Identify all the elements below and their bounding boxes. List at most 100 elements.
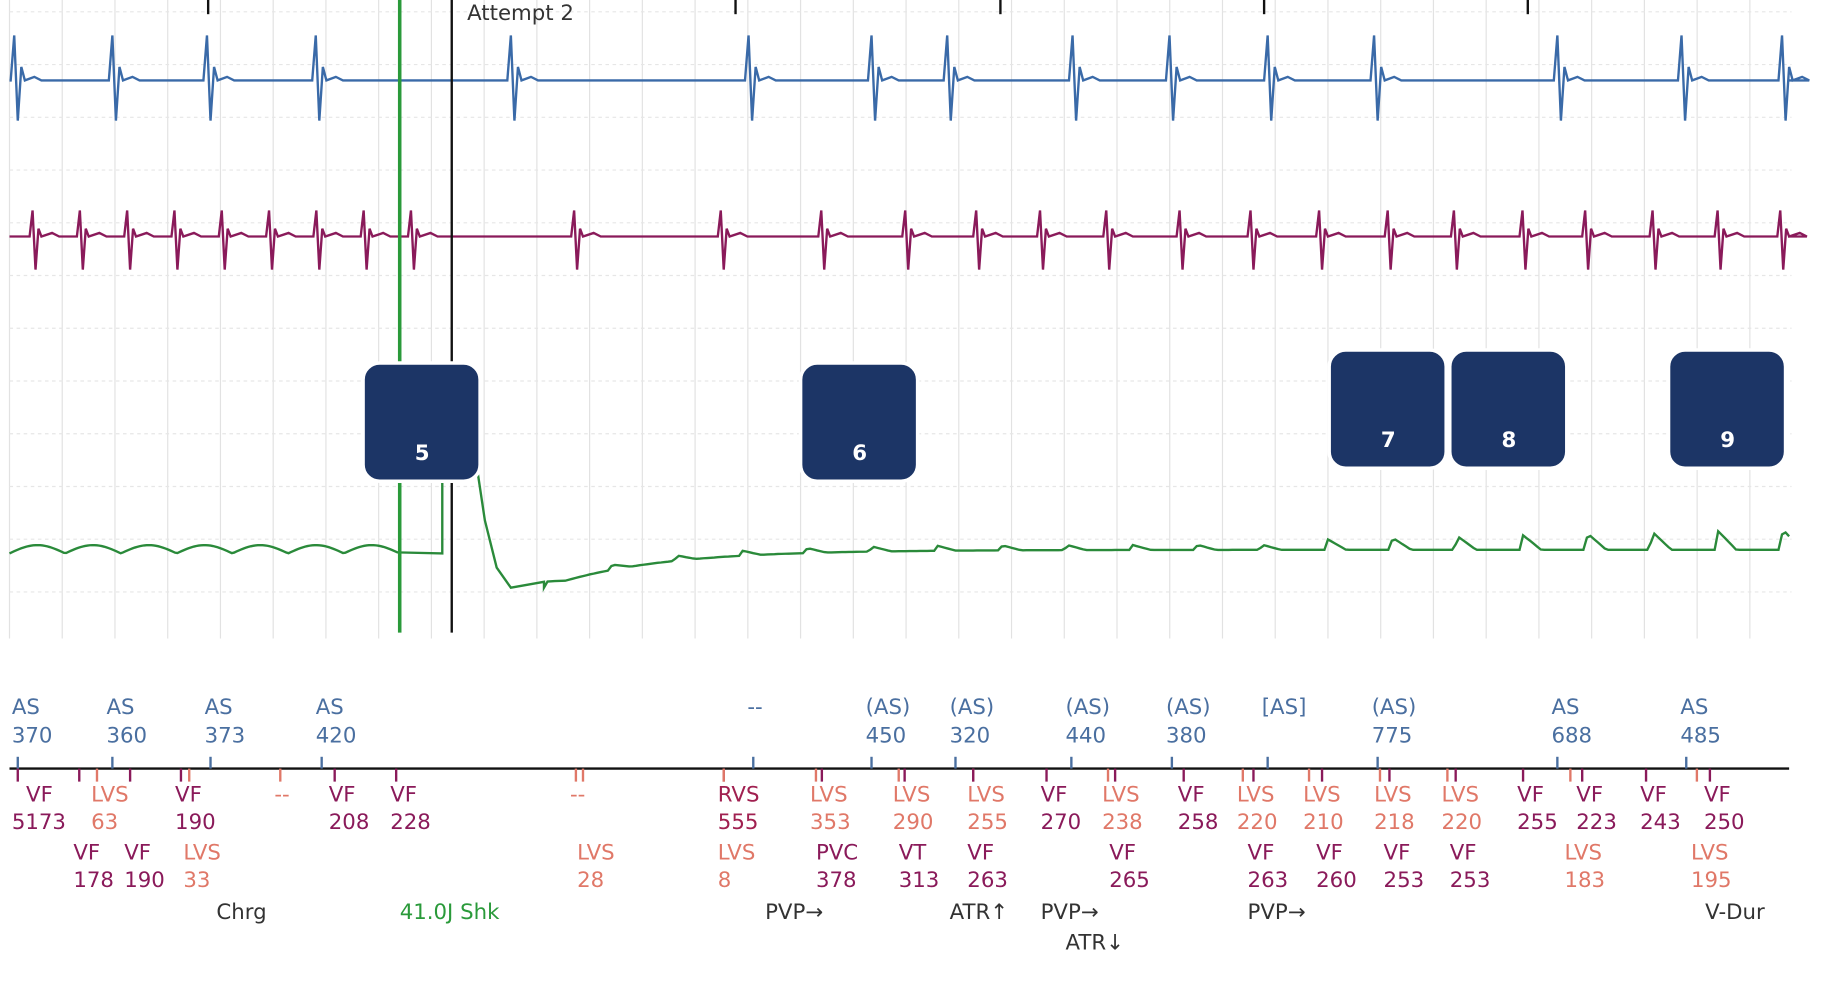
marker-value: 258 <box>1178 810 1219 835</box>
marker-label: VF <box>26 783 53 808</box>
marker-label: VF <box>1041 783 1068 808</box>
marker-value: 243 <box>1640 810 1681 835</box>
markers: AS 370 AS 360 AS 373 AS 420 -- (AS) 450 (AS) 320 (AS)… <box>12 695 1765 955</box>
badge-box <box>798 361 920 484</box>
green-trace <box>8 471 1790 593</box>
badge-box <box>1666 348 1788 471</box>
marker-label: LVS <box>1102 783 1140 808</box>
marker-label: LVS <box>91 783 129 808</box>
marker-value: 210 <box>1303 810 1344 835</box>
badge-number: 9 <box>1720 428 1735 453</box>
marker-value: 178 <box>73 868 114 893</box>
marker-label: RVS <box>718 783 760 808</box>
badge-box <box>361 361 482 484</box>
marker-value: 263 <box>967 868 1008 893</box>
marker-value: 320 <box>950 724 991 749</box>
event-note: PVP→ <box>1041 900 1099 925</box>
marker-label: VF <box>390 783 417 808</box>
marker-label: VF <box>1316 841 1343 866</box>
marker-value: 378 <box>816 868 857 893</box>
event-note: ATR↓ <box>1065 931 1123 956</box>
marker-value: 270 <box>1041 810 1082 835</box>
marker-label: VF <box>1450 841 1477 866</box>
marker-value: 220 <box>1237 810 1278 835</box>
marker-label: AS <box>106 695 134 720</box>
marker-label: AS <box>1680 695 1708 720</box>
marker-label: VF <box>1576 783 1603 808</box>
marker-label: LVS <box>893 783 931 808</box>
marker-value: 253 <box>1384 868 1425 893</box>
marker-label: LVS <box>810 783 848 808</box>
marker-label: VF <box>1640 783 1667 808</box>
marker-label: LVS <box>1303 783 1341 808</box>
marker-value: 253 <box>1450 868 1491 893</box>
marker-label: [AS] <box>1262 695 1307 720</box>
marker-value: 238 <box>1102 810 1143 835</box>
marker-label: LVS <box>1564 841 1602 866</box>
attempt-label: Attempt 2 <box>467 1 574 26</box>
badge-number: 5 <box>415 441 430 466</box>
marker-value: 5173 <box>12 810 66 835</box>
marker-label: -- <box>274 783 289 808</box>
event-note: ATR↑ <box>950 900 1008 925</box>
marker-value: 218 <box>1374 810 1415 835</box>
marker-label: VF <box>1109 841 1136 866</box>
marker-value: 373 <box>205 724 246 749</box>
marker-value: 255 <box>1517 810 1558 835</box>
marker-value: 183 <box>1564 868 1605 893</box>
marker-label: PVC <box>816 841 858 866</box>
marker-label: VF <box>73 841 100 866</box>
marker-value: 28 <box>577 868 604 893</box>
marker-value: 255 <box>967 810 1008 835</box>
marker-value: 485 <box>1680 724 1721 749</box>
marker-value: 440 <box>1065 724 1106 749</box>
marker-value: 290 <box>893 810 934 835</box>
marker-label: VF <box>967 841 994 866</box>
marker-value: 688 <box>1551 724 1592 749</box>
marker-value: 370 <box>12 724 53 749</box>
marker-value: 555 <box>718 810 759 835</box>
marker-label: VF <box>1704 783 1731 808</box>
marker-label: VF <box>329 783 356 808</box>
waveforms <box>8 35 1810 593</box>
marker-value: 360 <box>106 724 147 749</box>
marker-value: 8 <box>718 868 732 893</box>
marker-label: LVS <box>718 841 756 866</box>
marker-label: LVS <box>1691 841 1729 866</box>
marker-value: 313 <box>899 868 940 893</box>
event-note: V-Dur <box>1705 900 1765 925</box>
event-note: PVP→ <box>765 900 823 925</box>
marker-value: 263 <box>1248 868 1289 893</box>
marker-value: 190 <box>175 810 216 835</box>
marker-value: 260 <box>1316 868 1357 893</box>
marker-label: AS <box>12 695 40 720</box>
marker-label: LVS <box>183 841 221 866</box>
badge-box <box>1447 348 1569 471</box>
badge-number: 8 <box>1501 428 1516 453</box>
badges: 5 6 7 8 9 <box>361 348 1788 484</box>
marker-value: 63 <box>91 810 118 835</box>
marker-label: VF <box>1248 841 1275 866</box>
marker-label: (AS) <box>1166 695 1211 720</box>
marker-label: -- <box>570 783 585 808</box>
marker-label: (AS) <box>1065 695 1110 720</box>
marker-value: 228 <box>390 810 431 835</box>
badge-number: 6 <box>852 441 867 466</box>
marker-label: VF <box>1178 783 1205 808</box>
marker-label: LVS <box>1374 783 1412 808</box>
marker-value: 220 <box>1441 810 1482 835</box>
marker-value: 190 <box>124 868 165 893</box>
marker-label: -- <box>747 695 762 720</box>
blue-trace <box>9 35 1810 121</box>
marker-value: 775 <box>1372 724 1413 749</box>
marker-label: AS <box>1551 695 1579 720</box>
marker-value: 223 <box>1576 810 1617 835</box>
marker-label: AS <box>316 695 344 720</box>
marker-value: 250 <box>1704 810 1745 835</box>
marker-value: 380 <box>1166 724 1207 749</box>
marker-label: AS <box>205 695 233 720</box>
marker-label: VF <box>1517 783 1544 808</box>
event-note: PVP→ <box>1248 900 1306 925</box>
